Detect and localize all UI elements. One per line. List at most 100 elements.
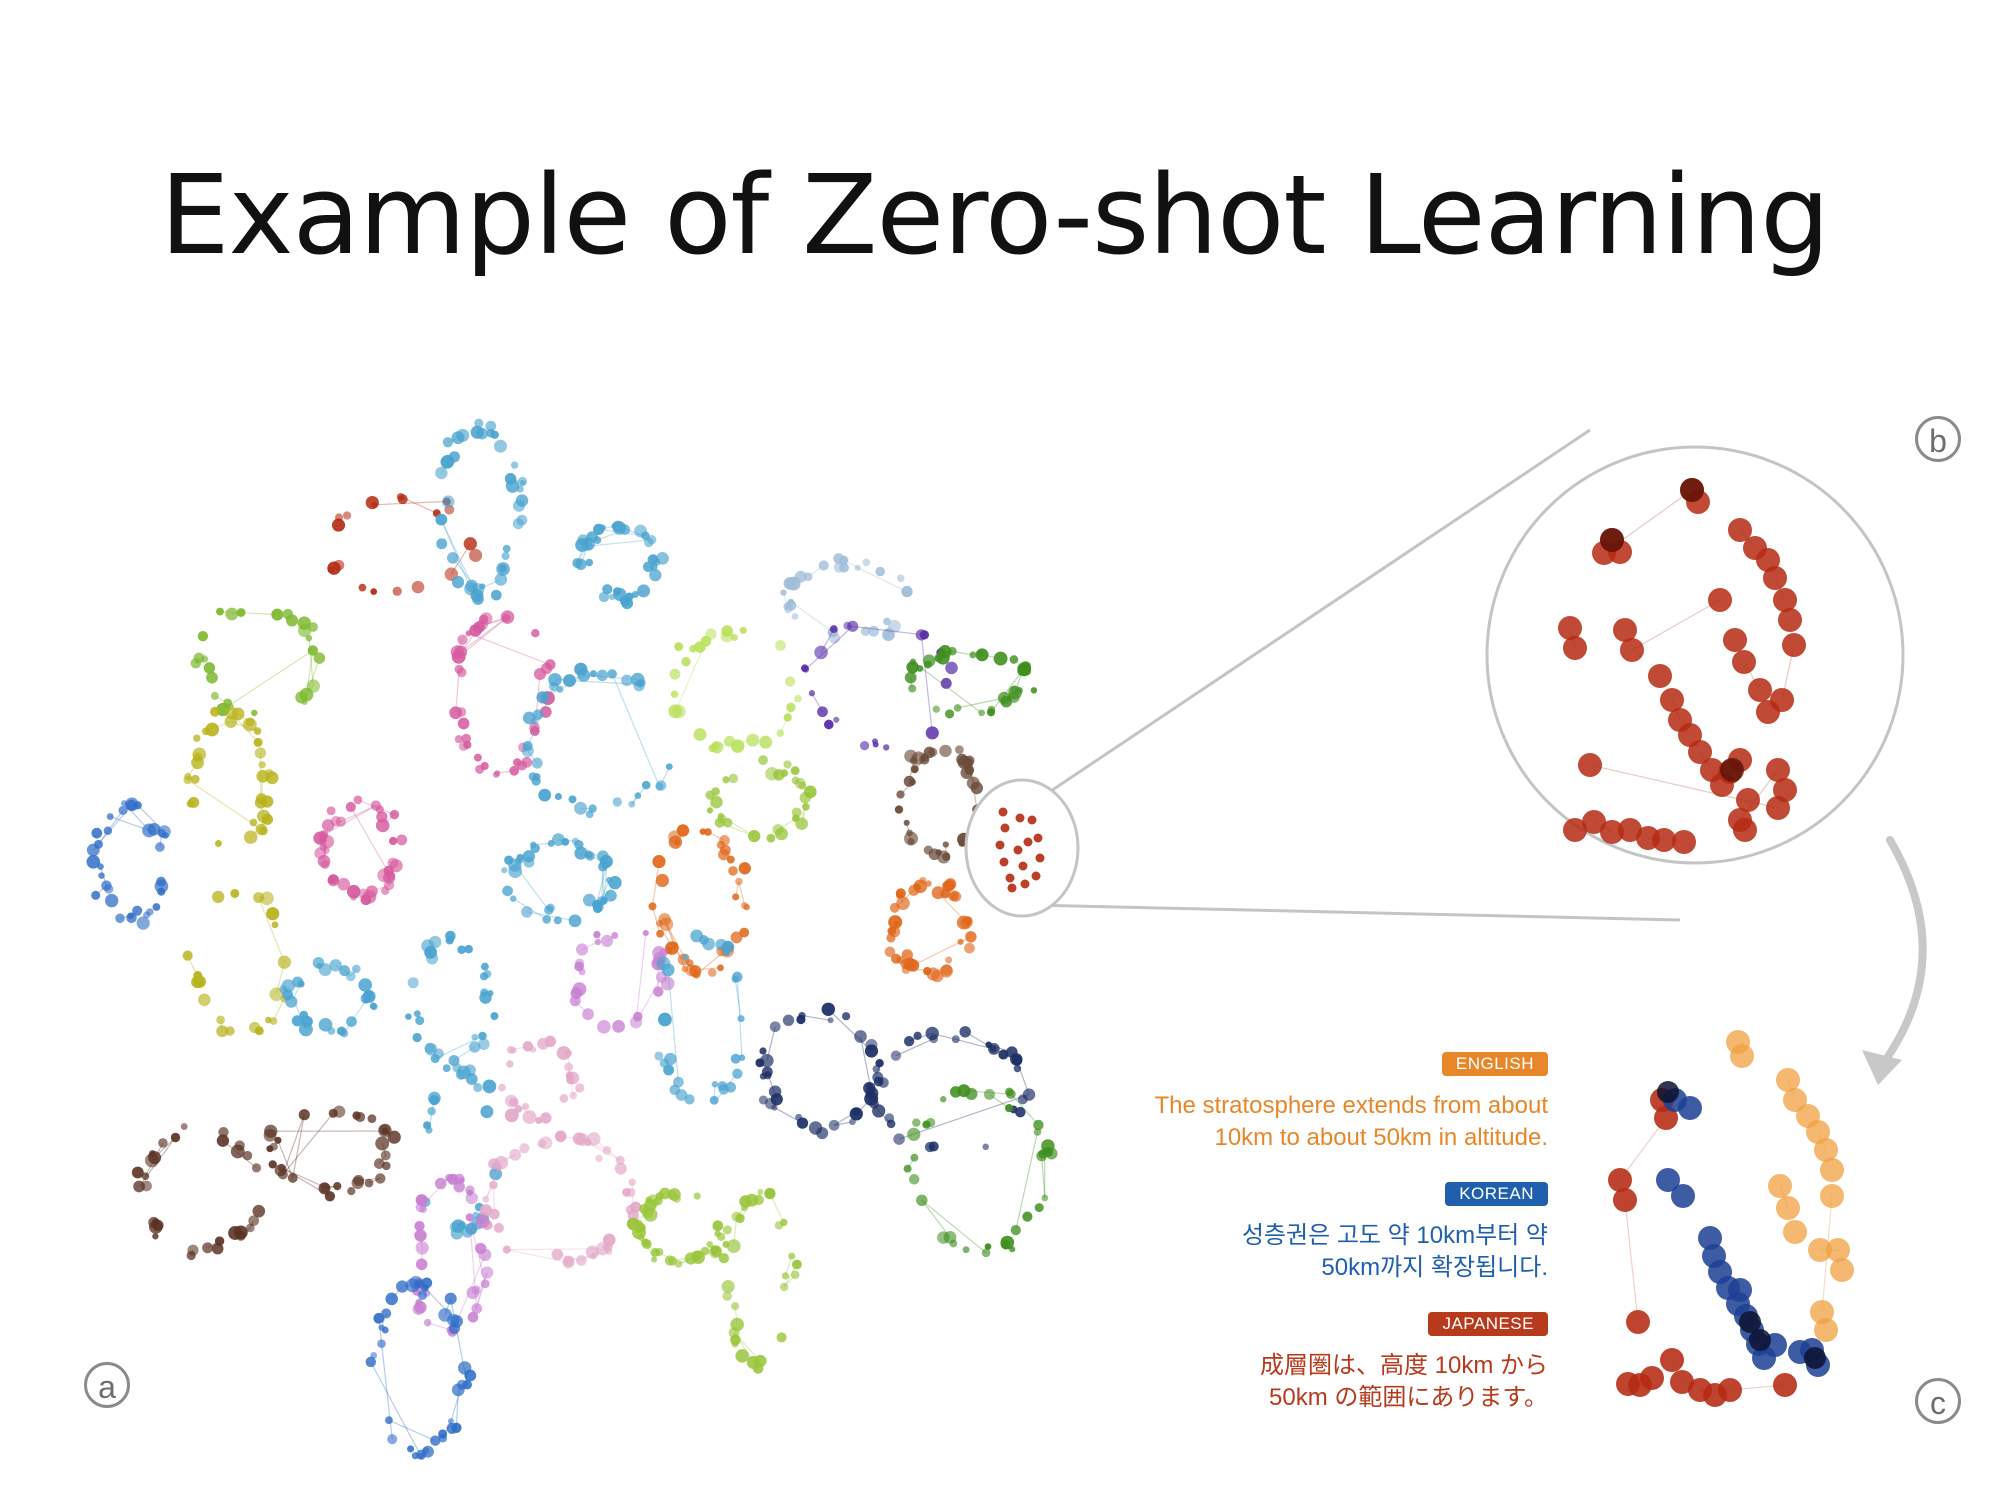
- embedding-point: [435, 513, 448, 526]
- embedding-point: [702, 937, 715, 951]
- embedding-point: [658, 1012, 672, 1027]
- embedding-point: [1041, 1194, 1049, 1202]
- embedding-point: [910, 1153, 919, 1162]
- embedding-point: [796, 1117, 809, 1129]
- overlap-point: [1657, 1081, 1679, 1103]
- embedding-point: [335, 513, 343, 522]
- embedding-point: [950, 891, 962, 902]
- embedding-point: [737, 1015, 745, 1023]
- embedding-point: [758, 755, 768, 765]
- english-point: [1810, 1300, 1834, 1324]
- embedding-point: [269, 1017, 278, 1025]
- embedding-point: [478, 1248, 492, 1262]
- cluster-point: [1020, 879, 1030, 889]
- embedding-point: [896, 896, 910, 910]
- embedding-point: [115, 913, 125, 924]
- embedding-point: [203, 662, 216, 674]
- embedding-point: [893, 1133, 905, 1145]
- embedding-point: [480, 612, 493, 625]
- embedding-point: [781, 1272, 790, 1280]
- embedding-point: [487, 989, 494, 997]
- embedding-point: [365, 1356, 377, 1368]
- embedding-point: [872, 1065, 881, 1073]
- tsne-scatter-panel-a: [86, 418, 1058, 1460]
- english-sentence: The stratosphere extends from about 10km…: [1154, 1090, 1548, 1154]
- english-block: ENGLISH The stratosphere extends from ab…: [1154, 1052, 1548, 1154]
- embedding-point: [106, 813, 114, 821]
- embedding-point: [536, 691, 549, 704]
- embedding-point: [799, 792, 811, 804]
- embedding-point: [544, 905, 554, 915]
- dense-point: [1720, 758, 1744, 782]
- embedding-point: [529, 1046, 537, 1053]
- embedding-point: [490, 430, 499, 440]
- zoomed-cluster-point: [1620, 638, 1644, 662]
- embedding-point: [442, 1064, 451, 1073]
- english-point: [1783, 1220, 1807, 1244]
- curved-arrow-icon: [1876, 836, 1927, 1072]
- zoomed-cluster-point: [1660, 688, 1684, 712]
- embedding-point: [578, 968, 586, 976]
- embedding-point: [681, 965, 689, 973]
- embedding-point: [643, 1207, 658, 1222]
- embedding-point: [104, 884, 114, 894]
- embedding-point: [783, 760, 792, 769]
- embedding-point: [779, 1282, 789, 1292]
- link-line: [258, 897, 285, 963]
- embedding-point: [447, 552, 459, 564]
- embedding-point: [551, 1248, 564, 1261]
- embedding-point: [136, 916, 150, 930]
- zoomed-cluster-point: [1563, 636, 1587, 660]
- embedding-point: [381, 1308, 392, 1319]
- embedding-point: [803, 572, 813, 582]
- embedding-point: [1010, 1224, 1021, 1236]
- zoomed-cluster-point: [1652, 828, 1676, 852]
- cluster-point: [1000, 823, 1010, 833]
- embedding-point: [428, 935, 442, 949]
- embedding-point: [791, 1259, 802, 1270]
- embedding-point: [997, 691, 1011, 705]
- embedding-point: [604, 889, 617, 902]
- embedding-point: [843, 621, 852, 630]
- embedding-point: [417, 1290, 428, 1300]
- embedding-point: [828, 1119, 840, 1131]
- embedding-point: [473, 753, 482, 762]
- embedding-point: [931, 886, 945, 900]
- embedding-point: [903, 1164, 912, 1173]
- embedding-point: [190, 774, 200, 784]
- zoomed-cluster-point: [1756, 548, 1780, 572]
- embedding-point: [146, 908, 154, 916]
- embedding-point: [518, 476, 528, 486]
- embedding-point: [554, 1130, 567, 1143]
- embedding-point: [665, 763, 673, 770]
- embedding-point: [502, 1245, 511, 1254]
- link-line: [468, 632, 551, 666]
- embedding-point: [956, 753, 968, 766]
- embedding-point: [299, 687, 314, 702]
- embedding-point: [396, 1280, 409, 1293]
- embedding-point: [1017, 666, 1028, 676]
- embedding-point: [260, 891, 274, 906]
- embedding-point: [590, 1252, 597, 1260]
- embedding-point: [769, 1021, 781, 1033]
- cluster-point: [998, 807, 1008, 817]
- embedding-point: [689, 965, 702, 978]
- link-line: [635, 932, 647, 1023]
- english-point: [1830, 1258, 1854, 1282]
- embedding-point: [707, 968, 717, 977]
- embedding-point: [210, 691, 219, 700]
- link-line: [1624, 1199, 1639, 1323]
- embedding-point: [428, 1091, 441, 1105]
- embedding-point: [465, 1213, 474, 1222]
- link-line: [187, 779, 262, 830]
- english-korean-japanese-point-red: [1718, 1378, 1742, 1402]
- embedding-point: [277, 1169, 288, 1180]
- embedding-point: [710, 795, 723, 809]
- link-line: [921, 1199, 951, 1238]
- embedding-point: [298, 1022, 313, 1037]
- embedding-point: [732, 1068, 743, 1079]
- embedding-point: [307, 645, 318, 656]
- zoomed-cluster-point: [1770, 688, 1794, 712]
- embedding-point: [144, 1153, 159, 1168]
- embedding-point: [760, 1053, 774, 1068]
